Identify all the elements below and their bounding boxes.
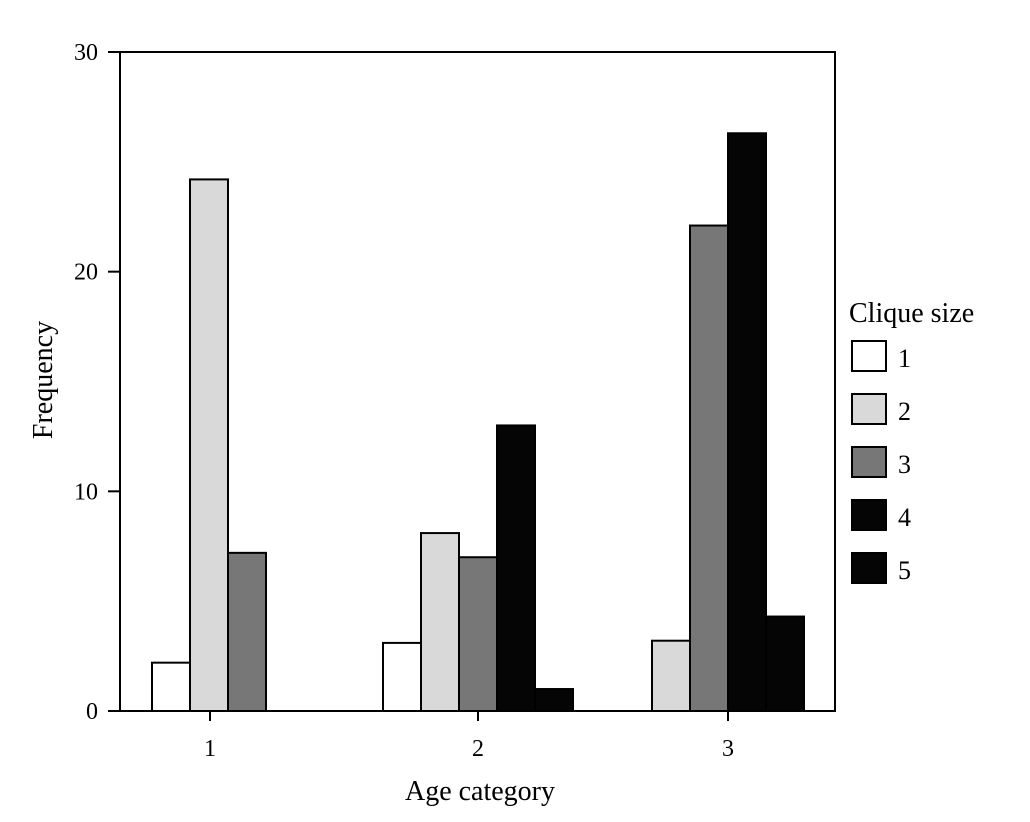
bar-age1-clique3 — [227, 551, 267, 713]
legend-swatch — [851, 393, 887, 425]
bar-age2-clique1 — [382, 641, 422, 712]
x-tick-label: 3 — [722, 736, 734, 762]
bar-age2-clique4 — [496, 424, 536, 712]
legend-title: Clique size — [849, 298, 974, 329]
y-tick-label: 10 — [74, 479, 98, 505]
bar-age3-clique2 — [651, 639, 691, 712]
y-tick-label: 30 — [74, 40, 98, 66]
bar-age2-clique2 — [420, 532, 460, 712]
bar-age3-clique4 — [727, 132, 767, 712]
bar-age3-clique5 — [765, 615, 805, 712]
y-tick-label: 0 — [86, 699, 98, 725]
legend-label: 3 — [898, 450, 911, 479]
bar-age2-clique5 — [534, 688, 574, 712]
legend-swatch — [851, 552, 887, 584]
y-axis: 0 10 20 30 — [74, 40, 120, 725]
legend-swatch — [851, 499, 887, 531]
legend-swatch — [851, 340, 887, 372]
x-axis: 1 2 3 — [204, 711, 734, 762]
bar-age3-clique3 — [689, 224, 729, 713]
legend-label: 1 — [898, 344, 911, 373]
legend-label: 4 — [898, 503, 911, 532]
legend-swatch — [851, 446, 887, 478]
legend: Clique size 1 2 3 4 5 — [849, 298, 974, 585]
bars-group — [151, 132, 805, 713]
legend-label: 5 — [898, 556, 911, 585]
legend-label: 2 — [898, 397, 911, 426]
bar-age1-clique2 — [189, 178, 229, 712]
bar-age2-clique3 — [458, 556, 498, 712]
x-tick-label: 2 — [472, 736, 484, 762]
x-tick-label: 1 — [204, 736, 216, 762]
y-axis-label: Frequency — [28, 321, 59, 439]
y-tick-label: 20 — [74, 260, 98, 286]
x-axis-label: Age category — [405, 776, 555, 807]
bar-age1-clique1 — [151, 661, 191, 713]
